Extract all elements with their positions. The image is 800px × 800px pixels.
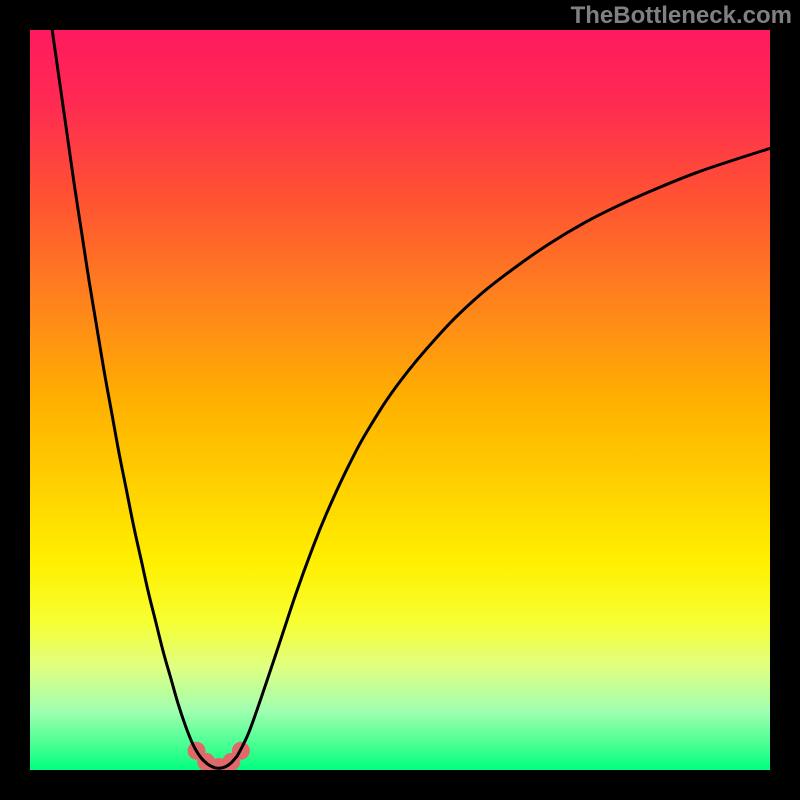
attribution-watermark: TheBottleneck.com: [571, 2, 792, 30]
plot-svg: [30, 30, 770, 770]
plot-area: [30, 30, 770, 770]
gradient-background: [30, 30, 770, 770]
chart-frame: TheBottleneck.com: [0, 0, 800, 800]
